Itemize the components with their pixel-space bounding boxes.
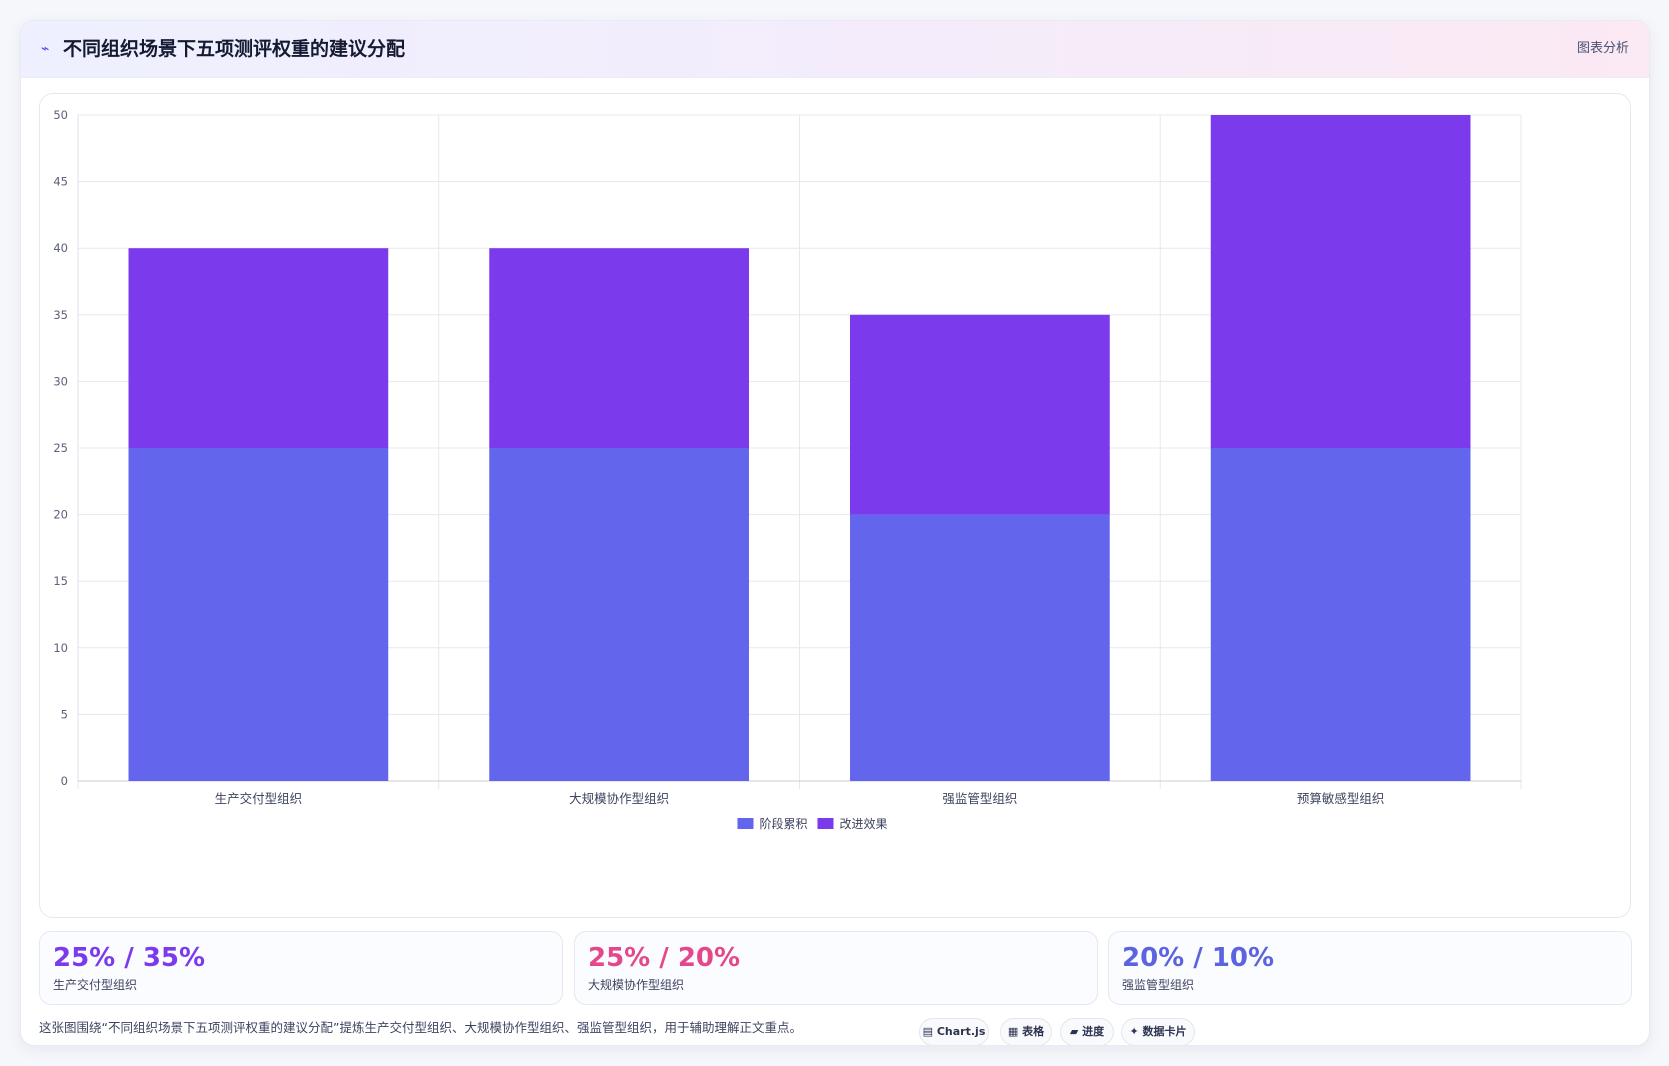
y-tick-label: 30 bbox=[53, 374, 68, 388]
bar-improvement-effect bbox=[1210, 115, 1471, 448]
x-tick-label: 强监管型组织 bbox=[942, 791, 1017, 806]
chart-caption: 这张图围绕“不同组织场景下五项测评权重的建议分配”提炼生产交付型组织、大规模协作… bbox=[39, 1020, 802, 1035]
y-tick-label: 10 bbox=[53, 641, 68, 655]
page-title: 不同组织场景下五项测评权重的建议分配 bbox=[63, 38, 406, 60]
stat-label: 强监管型组织 bbox=[1122, 978, 1195, 992]
legend-label: 阶段累积 bbox=[760, 816, 808, 831]
x-tick-label: 生产交付型组织 bbox=[215, 791, 303, 806]
bar-stage-cumulative bbox=[850, 514, 1110, 781]
legend-swatch bbox=[817, 818, 834, 829]
progress-icon: ▰ bbox=[1069, 1025, 1079, 1038]
bar-improvement-effect bbox=[489, 248, 749, 448]
x-tick-label: 大规模协作型组织 bbox=[569, 791, 669, 806]
y-tick-label: 35 bbox=[53, 308, 68, 322]
chart-analysis-tag: 图表分析 bbox=[1576, 41, 1629, 56]
bar-stage-cumulative bbox=[1210, 448, 1471, 781]
stacked-bar-chart: 0 5 10 15 20 25 30 35 40 45 50 生产交付型组织 大规模协作型组织 强监管型组… bbox=[53, 108, 1522, 831]
stat-card-1: 25% / 20% 大规模协作型组织 bbox=[574, 931, 1098, 1005]
chip-label: 进度 bbox=[1082, 1025, 1105, 1038]
stat-value: 20% / 10% bbox=[1122, 943, 1275, 973]
bar-stage-cumulative bbox=[128, 448, 389, 781]
y-tick-label: 20 bbox=[53, 508, 68, 522]
chart-card: ⌁ 不同组织场景下五项测评权重的建议分配 图表分析 0 5 10 15 20 25 30 35… bbox=[20, 20, 1650, 1046]
chip-chartjs[interactable]: ▤ Chart.js bbox=[919, 1018, 989, 1045]
stat-label: 生产交付型组织 bbox=[53, 978, 138, 992]
card-header: ⌁ 不同组织场景下五项测评权重的建议分配 图表分析 bbox=[21, 21, 1649, 78]
chip-progress[interactable]: ▰ 进度 bbox=[1060, 1018, 1114, 1045]
sparkle-icon: ✦ bbox=[1129, 1025, 1139, 1038]
y-tick-label: 50 bbox=[53, 108, 68, 122]
y-tick-label: 45 bbox=[53, 175, 68, 189]
chip-label: Chart.js bbox=[936, 1025, 986, 1038]
stat-value: 25% / 35% bbox=[53, 943, 206, 973]
table-icon: ▦ bbox=[1007, 1025, 1019, 1038]
legend-swatch bbox=[737, 818, 754, 829]
y-tick-label: 25 bbox=[53, 441, 68, 455]
x-tick-label: 预算敏感型组织 bbox=[1297, 791, 1385, 806]
legend-label: 改进效果 bbox=[840, 816, 888, 831]
chart-panel: 0 5 10 15 20 25 30 35 40 45 50 生产交付型组织 大规模协作型组织 强监管型组… bbox=[39, 93, 1631, 918]
chip-data-card[interactable]: ✦ 数据卡片 bbox=[1121, 1018, 1195, 1045]
trend-line-icon: ⌁ bbox=[41, 41, 50, 57]
stat-label: 大规模协作型组织 bbox=[588, 978, 685, 992]
y-tick-label: 0 bbox=[61, 774, 68, 788]
stat-card-0: 25% / 35% 生产交付型组织 bbox=[39, 931, 563, 1005]
bar-stage-cumulative bbox=[489, 448, 749, 781]
chip-label: 表格 bbox=[1022, 1025, 1045, 1038]
bar-improvement-effect bbox=[128, 248, 389, 448]
bar-improvement-effect bbox=[850, 314, 1110, 515]
stat-card-2: 20% / 10% 强监管型组织 bbox=[1108, 931, 1632, 1005]
y-tick-label: 15 bbox=[53, 574, 68, 588]
chart-icon: ▤ bbox=[922, 1025, 934, 1038]
stat-value: 25% / 20% bbox=[588, 943, 741, 973]
chip-table[interactable]: ▦ 表格 bbox=[1000, 1018, 1052, 1045]
chip-label: 数据卡片 bbox=[1142, 1025, 1187, 1038]
y-tick-label: 40 bbox=[53, 241, 68, 255]
y-tick-label: 5 bbox=[61, 707, 68, 721]
